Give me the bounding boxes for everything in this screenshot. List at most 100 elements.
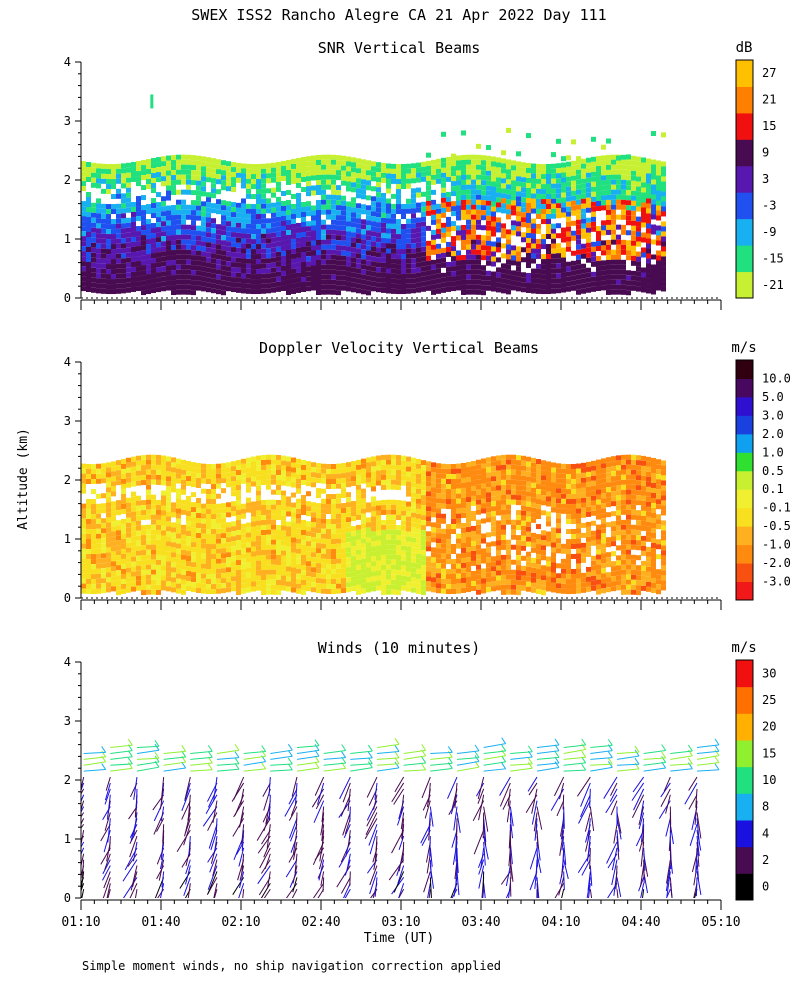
doppler-cell [286,511,291,517]
doppler-cell [256,485,261,491]
doppler-cell [131,576,136,582]
doppler-cell [481,583,486,589]
doppler-cell [411,532,416,538]
doppler-cell [326,469,331,475]
snr-cell [511,175,516,181]
doppler-cell [346,532,351,538]
snr-cell [196,245,201,251]
snr-cell [306,201,311,207]
doppler-cell [396,525,401,531]
doppler-cell [196,478,201,484]
snr-cell [441,272,446,278]
doppler-cell [211,504,216,510]
doppler-cell [266,469,271,475]
snr-cell [421,226,426,232]
snr-cell [581,273,586,279]
doppler-cell [231,541,236,547]
doppler-cell [376,500,381,506]
snr-cell [426,250,431,256]
snr-cell [516,246,521,252]
snr-cell [571,260,576,266]
snr-cell [271,277,276,283]
doppler-cell [381,534,386,540]
doppler-cell [236,500,241,506]
doppler-cell [226,582,231,588]
doppler-cell [381,544,386,550]
snr-cell [206,207,211,213]
snr-cell [321,274,326,280]
snr-cell [146,184,151,190]
doppler-cell [371,476,376,482]
snr-cell [256,169,261,175]
doppler-cell [371,481,376,487]
snr-cell [481,280,486,286]
snr-cell [136,211,141,217]
snr-cell [536,238,541,244]
snr-cell [201,246,206,252]
doppler-cell [466,492,471,498]
doppler-cell [361,558,366,564]
doppler-cell [171,577,176,583]
snr-cell [431,219,436,225]
snr-cell [336,185,341,191]
snr-cell [626,160,631,166]
snr-cell [636,156,641,162]
doppler-cell [306,566,311,572]
snr-cell [261,238,266,244]
snr-cell [101,273,106,279]
snr-cell [261,203,266,209]
snr-cell [411,263,416,269]
doppler-cell [246,542,251,548]
doppler-cell [231,491,236,497]
doppler-cell [356,514,361,520]
snr-cell [646,243,651,249]
snr-cell [211,208,216,214]
doppler-cell [321,533,326,539]
doppler-cell [326,534,331,540]
doppler-cell [241,468,246,474]
snr-cell [616,174,621,180]
doppler-cell [91,524,96,530]
doppler-cell [331,569,336,575]
snr-cell [211,263,216,269]
snr-cell [216,269,221,275]
doppler-cell [121,533,126,539]
doppler-cell [236,590,241,596]
snr-cell [586,182,591,188]
doppler-cell [356,499,361,505]
colorbar-swatch [736,271,753,299]
doppler-cell [386,469,391,475]
snr-cell [391,213,396,219]
snr-cell [221,200,226,206]
snr-cell [661,246,666,252]
snr-cell [426,210,431,216]
doppler-cell [261,455,266,461]
doppler-cell [456,568,461,574]
doppler-cell [446,589,451,595]
doppler-cell [91,589,96,595]
snr-cell [251,274,256,280]
doppler-cell [311,507,316,513]
doppler-cell [306,546,311,552]
snr-cell [446,231,451,237]
snr-cell [551,278,556,284]
snr-cell [311,265,316,271]
snr-cell [341,205,346,211]
snr-cell [316,274,321,280]
snr-cell [196,190,201,196]
doppler-cell [191,477,196,483]
snr-cell [226,211,231,217]
doppler-cell [436,513,441,519]
doppler-cell [181,529,186,535]
doppler-cell [326,549,331,555]
doppler-cell [401,480,406,486]
snr-cell [631,225,636,231]
snr-cell [296,177,301,183]
snr-cell [326,254,331,260]
snr-cell [421,166,426,172]
doppler-cell [476,529,481,535]
snr-cell [276,201,281,207]
snr-cell [106,279,111,285]
snr-cell [246,268,251,274]
snr-cell [571,139,576,145]
